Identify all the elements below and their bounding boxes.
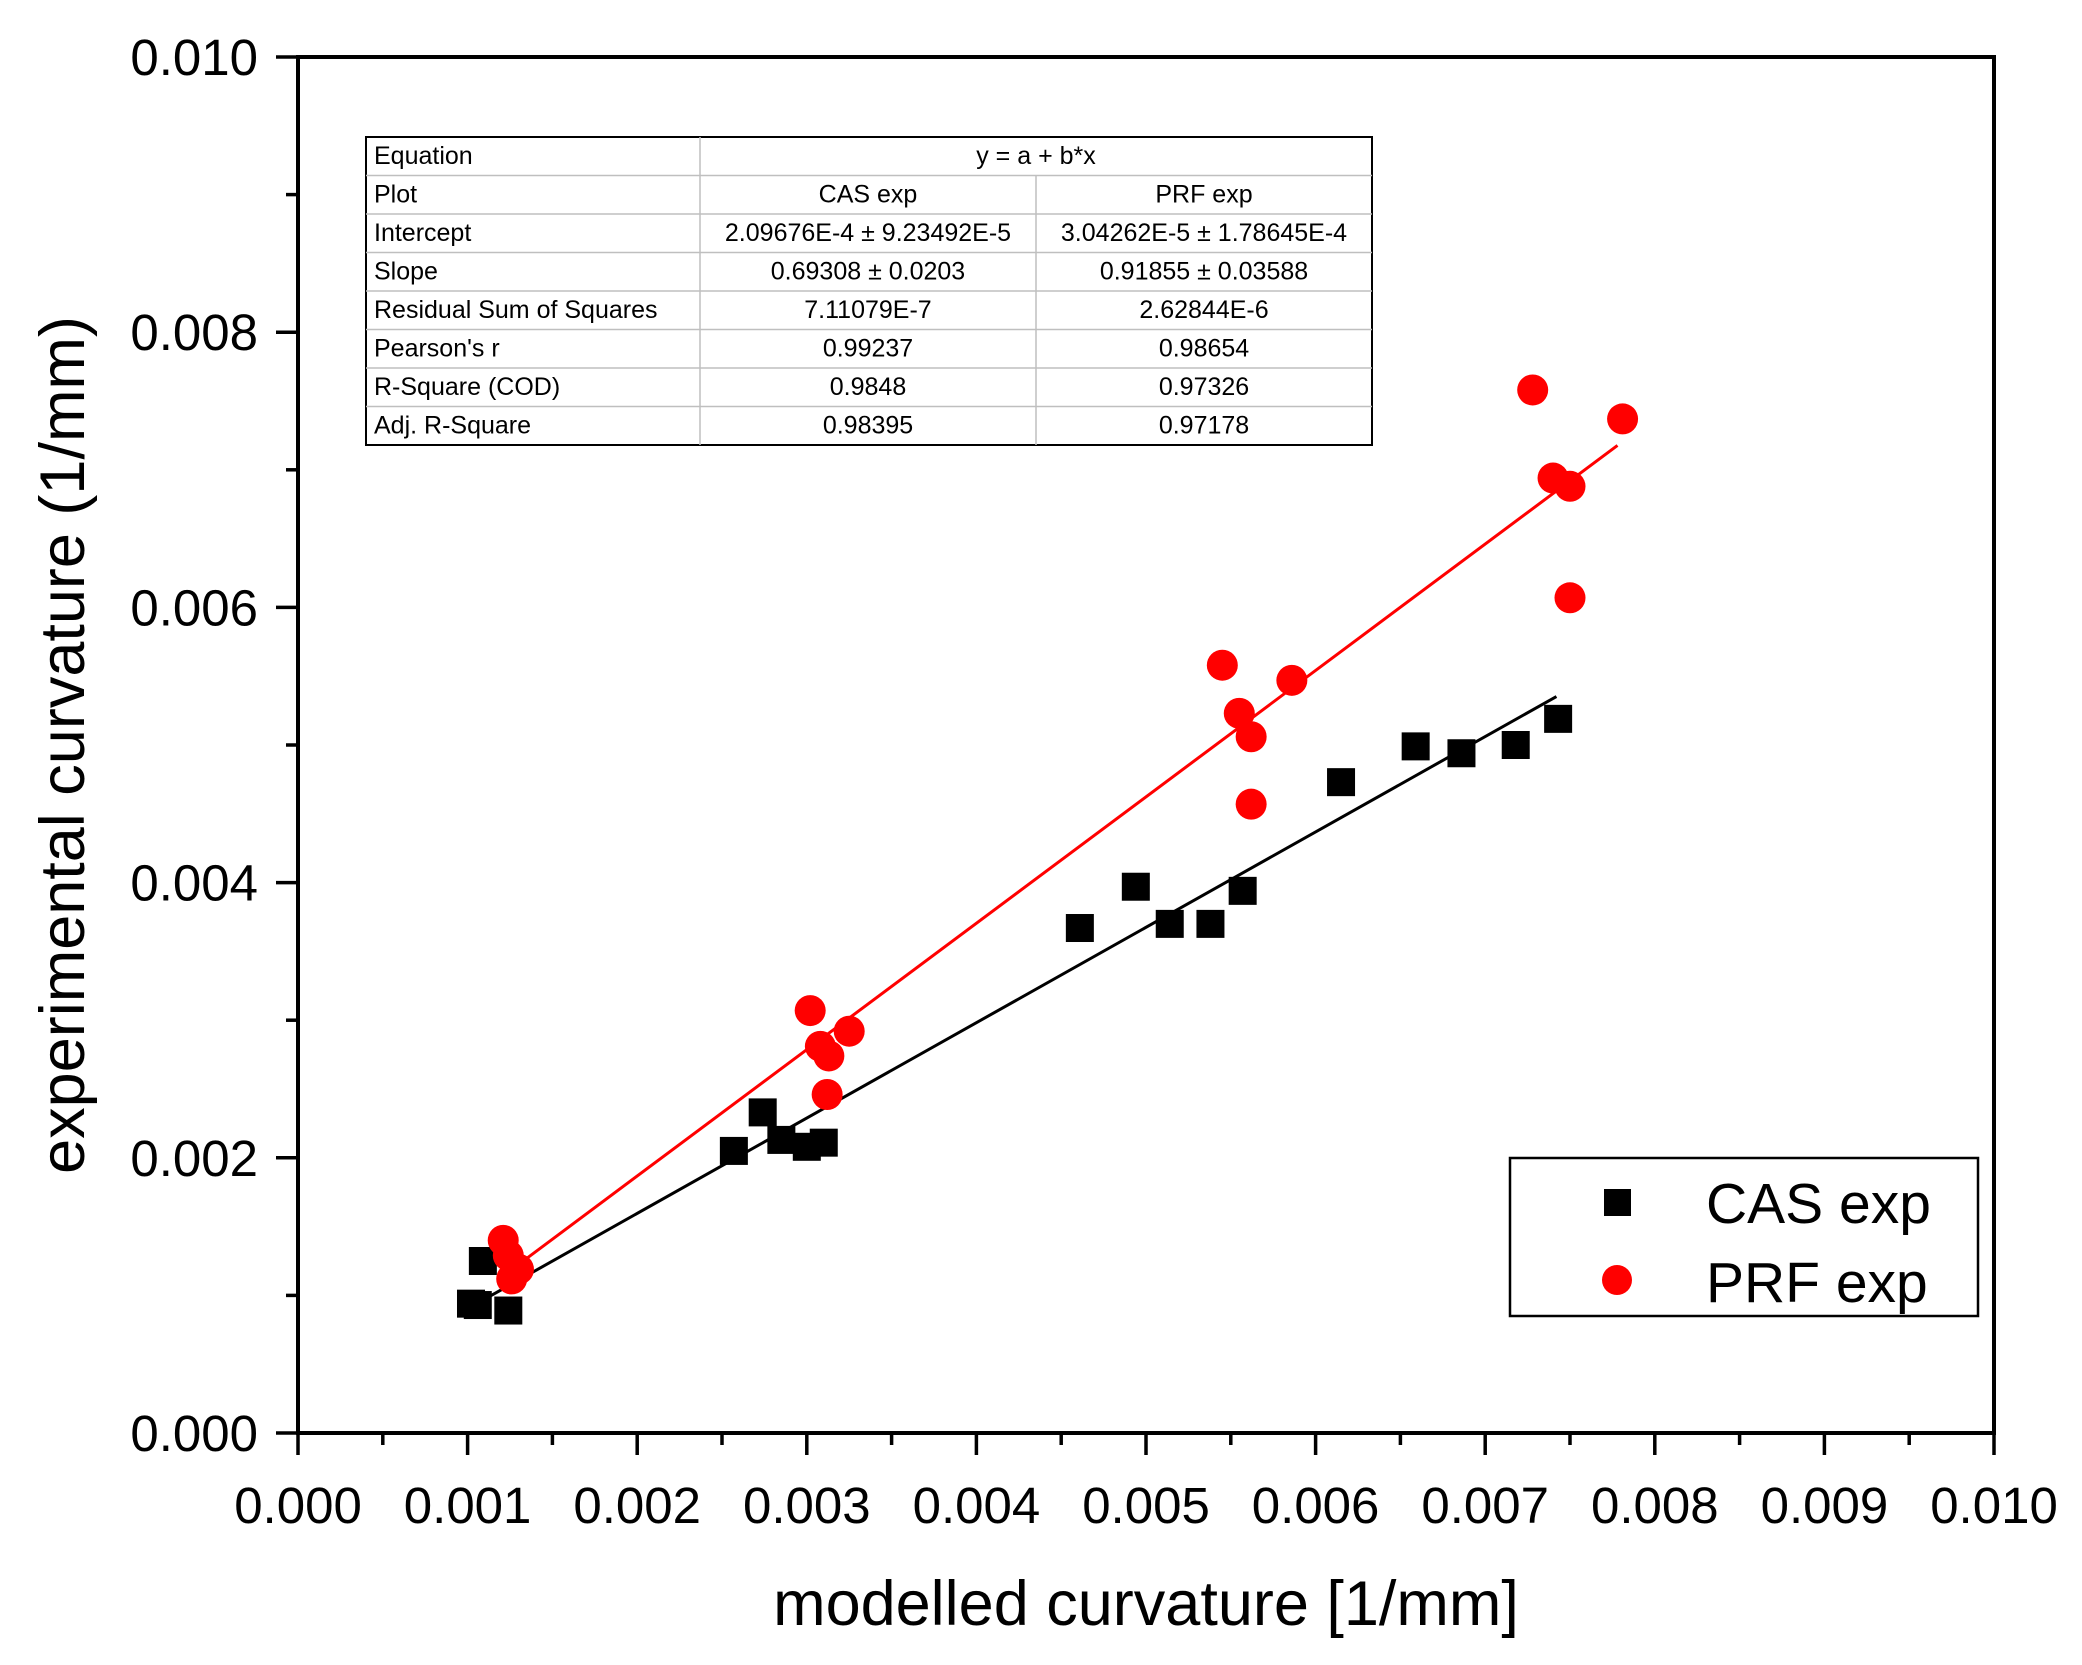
data-point: [1554, 470, 1586, 502]
data-markers: [456, 374, 1639, 1325]
data-point: [748, 1098, 777, 1127]
y-tick-labels: 0.000 0.002 0.004 0.006 0.008 0.010: [130, 29, 258, 1462]
x-tick-label: 0.010: [1930, 1477, 2058, 1534]
data-point: [1544, 704, 1573, 733]
data-point: [502, 1253, 534, 1285]
table-cell-cas: 0.98395: [823, 412, 913, 440]
axis-ticks: [276, 55, 1996, 1455]
data-point: [1401, 732, 1430, 761]
x-tick-label: 0.007: [1421, 1477, 1549, 1534]
x-tick-label: 0.000: [234, 1477, 362, 1534]
table-cell-prf: 0.97326: [1159, 373, 1249, 401]
data-point: [813, 1040, 845, 1072]
data-point: [1196, 909, 1225, 938]
legend: CAS exp PRF exp: [1508, 1156, 1980, 1318]
table-row-label: Equation: [374, 142, 473, 170]
y-tick-label: 0.010: [130, 29, 258, 86]
table-row-label: Plot: [374, 181, 417, 209]
table-cell-cas: CAS exp: [819, 181, 918, 209]
data-point: [1155, 909, 1184, 938]
x-tick-label: 0.001: [404, 1477, 532, 1534]
data-point: [767, 1125, 796, 1154]
x-tick-label: 0.009: [1761, 1477, 1889, 1534]
x-tick-label: 0.002: [573, 1477, 701, 1534]
data-point: [811, 1079, 843, 1111]
fit-line: [497, 444, 1619, 1281]
data-point: [1276, 664, 1308, 696]
legend-marker-cas: [1604, 1189, 1631, 1216]
x-axis-title: modelled curvature [1/mm]: [773, 1569, 1519, 1639]
data-point: [1501, 731, 1530, 759]
table-cell-cas: 0.9848: [830, 373, 906, 401]
table-cell-prf: 3.04262E-5 ± 1.78645E-4: [1061, 219, 1347, 247]
legend-label-cas: CAS exp: [1706, 1172, 1931, 1236]
table-row-label: Pearson's r: [374, 335, 500, 363]
legend-box: [1508, 1156, 1980, 1318]
data-point: [1447, 739, 1476, 768]
y-tick-label: 0.002: [130, 1130, 258, 1187]
table-row-label: R-Square (COD): [374, 373, 560, 401]
data-point: [1206, 649, 1238, 681]
table-row-label: Intercept: [374, 219, 471, 247]
legend-marker-prf: [1602, 1265, 1632, 1295]
data-point: [1223, 697, 1255, 729]
table-cell-prf: PRF exp: [1155, 181, 1252, 209]
table-cell-prf: 0.98654: [1159, 335, 1249, 363]
table-cell-prf: 0.91855 ± 0.03588: [1100, 258, 1308, 286]
x-tick-label: 0.005: [1082, 1477, 1210, 1534]
table-cell-prf: 2.62844E-6: [1139, 296, 1268, 324]
table-cell-cas: 2.09676E-4 ± 9.23492E-5: [725, 219, 1011, 247]
y-axis-title: experimental curvature (1/mm): [28, 316, 98, 1174]
data-point: [1228, 876, 1257, 905]
y-tick-label: 0.004: [130, 855, 258, 912]
data-point: [719, 1136, 748, 1165]
table-cell-cas: 0.69308 ± 0.0203: [771, 258, 965, 286]
x-tick-labels: 0.000 0.001 0.002 0.003 0.004 0.005 0.006 0.007…: [234, 1477, 2058, 1534]
y-tick-label: 0.008: [130, 304, 258, 361]
fit-lines: [483, 444, 1619, 1301]
data-point: [1327, 768, 1356, 797]
data-point: [463, 1291, 492, 1320]
data-point: [1517, 374, 1549, 406]
y-tick-label: 0.000: [130, 1405, 258, 1462]
data-point: [809, 1128, 838, 1157]
table-cell-cas: 7.11079E-7: [804, 296, 931, 324]
x-tick-label: 0.004: [913, 1477, 1041, 1534]
table-cell-cas: 0.99237: [823, 335, 913, 363]
fit-line: [483, 695, 1558, 1301]
y-tick-label: 0.006: [130, 579, 258, 636]
data-point: [1065, 914, 1094, 943]
data-point: [1607, 403, 1639, 435]
table-row-label: Adj. R-Square: [374, 412, 531, 440]
data-point: [794, 995, 826, 1027]
data-point: [468, 1247, 497, 1275]
data-point: [1235, 788, 1267, 820]
table-cell: y = a + b*x: [976, 142, 1096, 170]
legend-label-prf: PRF exp: [1706, 1251, 1928, 1315]
table-cell-prf: 0.97178: [1159, 412, 1249, 440]
data-point: [833, 1015, 865, 1047]
data-point: [494, 1296, 523, 1325]
x-tick-label: 0.006: [1252, 1477, 1380, 1534]
x-tick-label: 0.008: [1591, 1477, 1719, 1534]
data-point: [1121, 872, 1150, 901]
fit-statistics-table: Equation y = a + b*x Plot CAS exp PRF exp Int…: [365, 136, 1373, 446]
table-row-label: Slope: [374, 258, 438, 286]
table-row-label: Residual Sum of Squares: [374, 296, 657, 324]
data-point: [1235, 721, 1267, 753]
x-tick-label: 0.003: [743, 1477, 871, 1534]
data-point: [1554, 582, 1586, 614]
